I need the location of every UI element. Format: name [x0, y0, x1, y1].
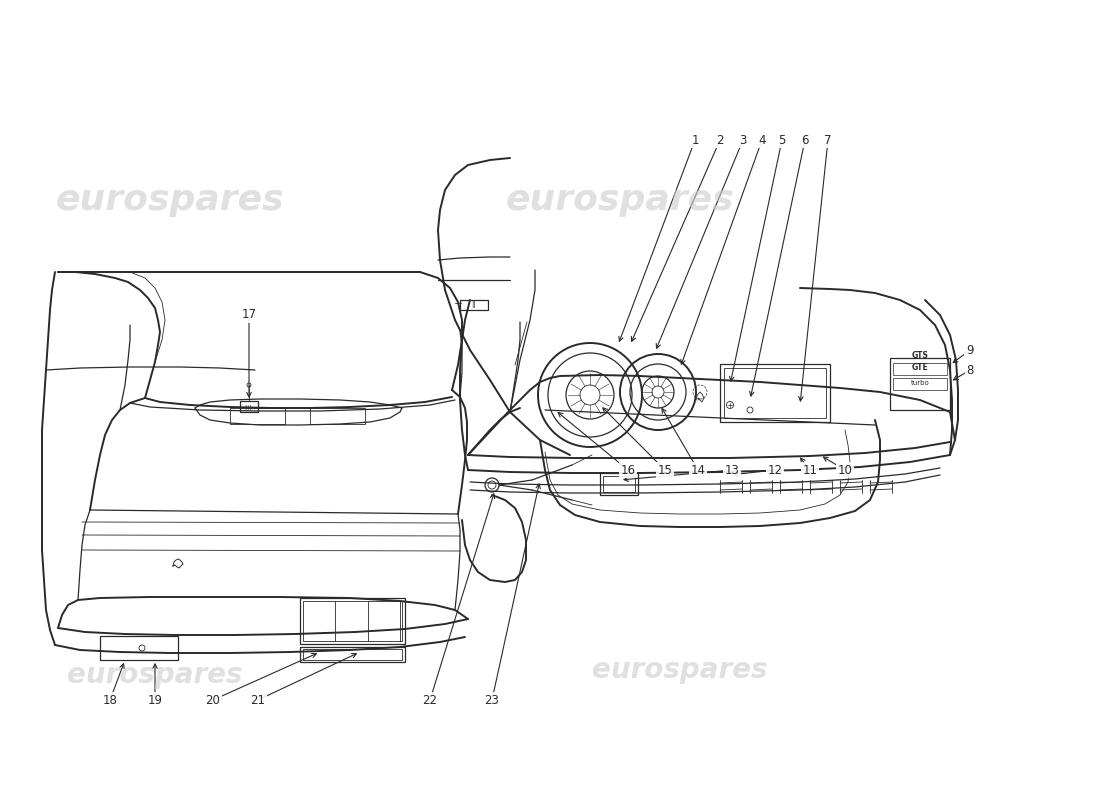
Text: 17: 17 [242, 309, 256, 322]
Text: GTS: GTS [912, 351, 928, 361]
Text: 4: 4 [758, 134, 766, 146]
Bar [893, 363, 947, 375]
Text: turbo: turbo [911, 380, 930, 386]
Text: 19: 19 [147, 694, 163, 706]
Text: 10: 10 [837, 463, 852, 477]
Bar [240, 401, 258, 412]
Text: ||: || [472, 302, 476, 309]
Text: 12: 12 [768, 463, 782, 477]
Text: eurospares: eurospares [592, 656, 768, 684]
Bar [603, 476, 635, 492]
Bar [300, 598, 405, 644]
Bar [100, 636, 178, 660]
Text: 22: 22 [422, 694, 438, 706]
Bar [600, 473, 638, 495]
Text: |||: ||| [245, 404, 253, 410]
Text: 21: 21 [251, 694, 265, 706]
Text: eurospares: eurospares [56, 183, 284, 217]
Text: 5: 5 [779, 134, 785, 146]
Bar [893, 378, 947, 390]
Text: 15: 15 [658, 463, 672, 477]
Text: 11: 11 [803, 463, 817, 477]
Text: GTE: GTE [912, 363, 928, 373]
Bar [890, 358, 950, 410]
Text: 3: 3 [739, 134, 747, 146]
Bar [302, 601, 402, 641]
Text: 2: 2 [716, 134, 724, 146]
Text: 7: 7 [824, 134, 832, 146]
Bar [720, 364, 830, 422]
Bar [300, 647, 405, 662]
Text: 20: 20 [206, 694, 220, 706]
Bar [460, 300, 488, 310]
Bar [310, 408, 365, 424]
Text: 1: 1 [691, 134, 698, 146]
Text: 6: 6 [801, 134, 808, 146]
Text: 16: 16 [620, 463, 636, 477]
Text: eurospares: eurospares [67, 661, 243, 689]
Text: 8: 8 [966, 363, 974, 377]
Text: 23: 23 [485, 694, 499, 706]
Text: 14: 14 [691, 463, 705, 477]
Bar [302, 649, 402, 660]
Bar [724, 368, 826, 418]
Text: 18: 18 [102, 694, 118, 706]
Text: 9: 9 [966, 343, 974, 357]
Text: eurospares: eurospares [506, 183, 735, 217]
Text: 13: 13 [725, 463, 739, 477]
Bar [230, 408, 285, 424]
